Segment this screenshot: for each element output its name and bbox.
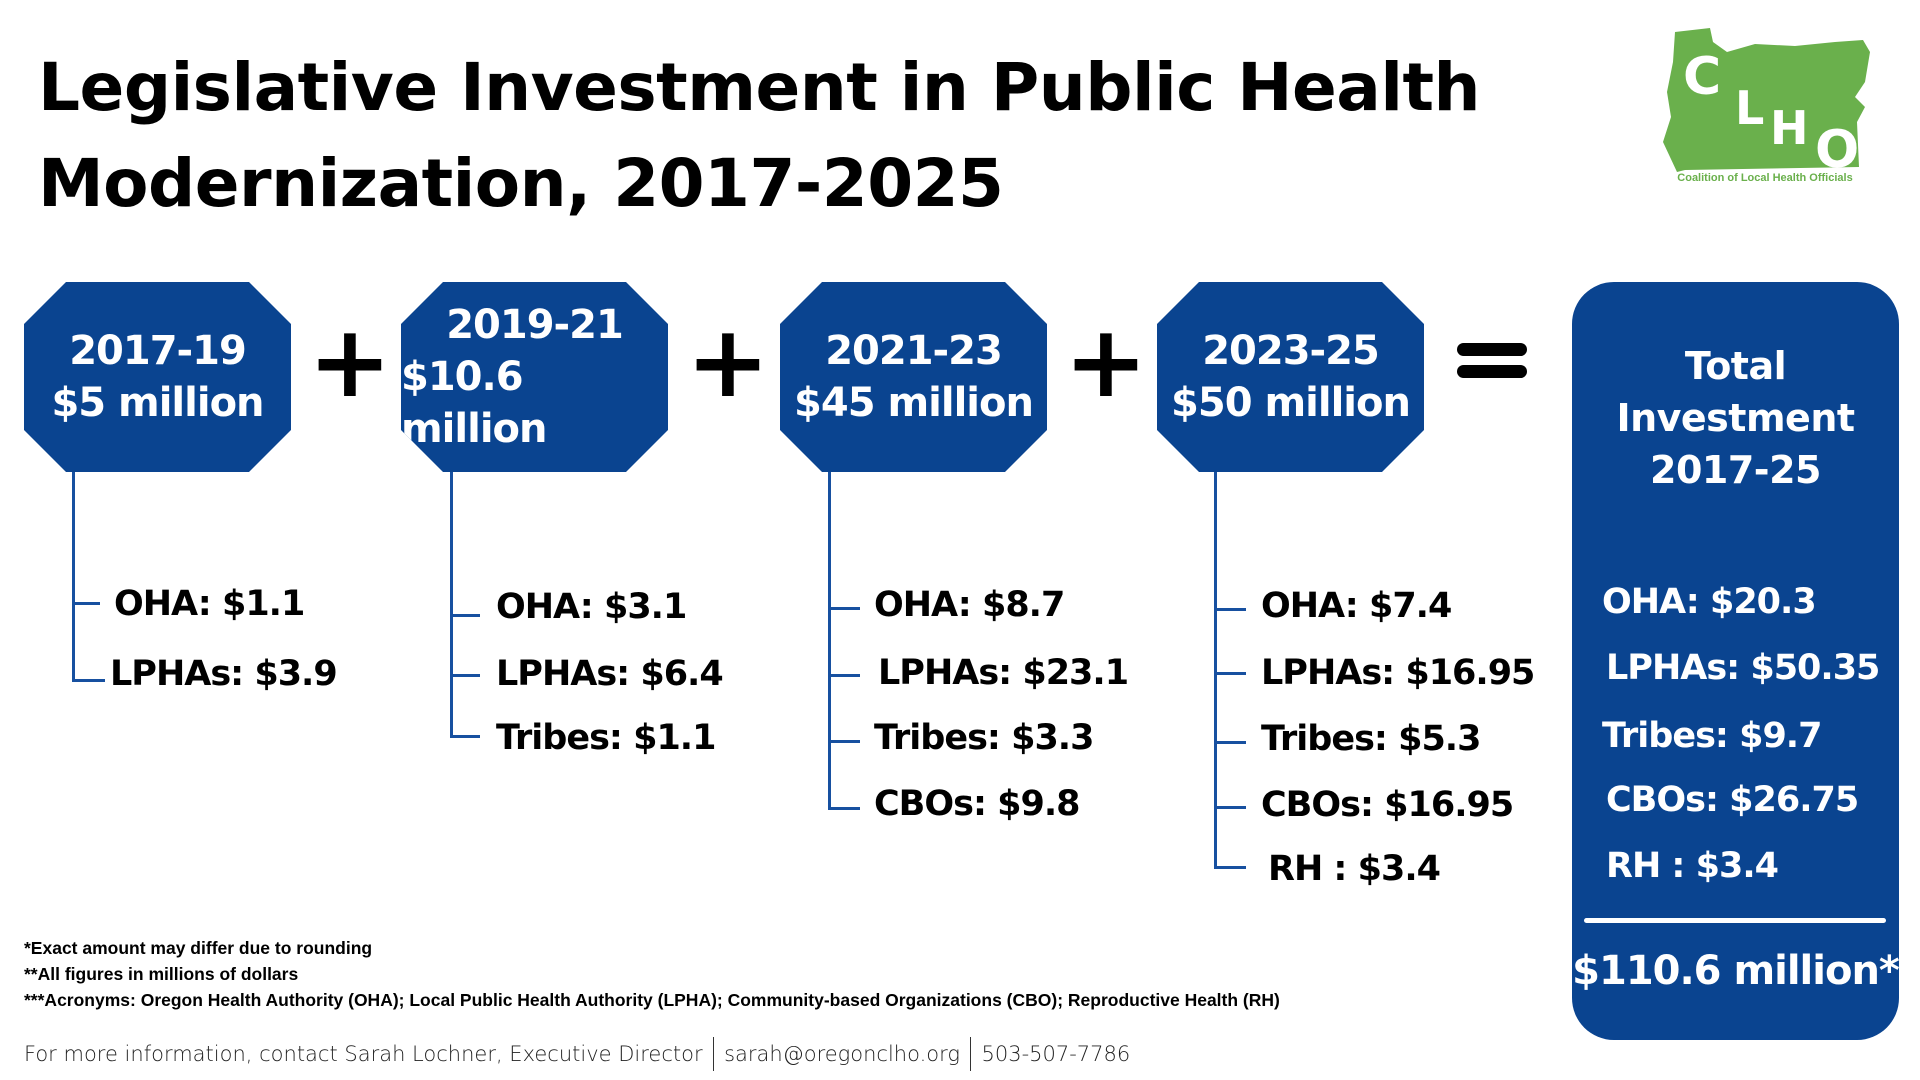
title-line-2: Modernization, 2017-2025 — [38, 145, 1004, 222]
footnote: **All figures in millions of dollars — [24, 964, 299, 984]
breakdown-item: OHA: $8.7 — [874, 585, 1065, 625]
total-divider — [1584, 918, 1886, 923]
tree-branch — [1216, 806, 1246, 809]
period-years: 2017-19 — [69, 328, 247, 374]
period-amount: $10.6 million — [401, 354, 547, 452]
period-amount: $50 million — [1171, 380, 1411, 426]
footnote: ***Acronyms: Oregon Health Authority (OH… — [24, 990, 1280, 1010]
tree-branch — [1216, 608, 1246, 611]
grand-total: $110.6 million* — [1572, 948, 1900, 994]
total-title: Total Investment 2017-25 — [1616, 344, 1855, 492]
logo-tagline: Coalition of Local Health Officials — [1677, 172, 1853, 184]
period-box-2019-21: 2019-21 $10.6 million — [401, 282, 668, 472]
page-title: Legislative Investment in Public Health … — [38, 40, 1538, 232]
equals-icon — [1457, 343, 1527, 383]
period-years: 2023-25 — [1202, 328, 1380, 374]
plus-icon: + — [308, 303, 392, 420]
tree-branch — [72, 602, 100, 605]
contact-text: For more information, contact Sarah Loch… — [24, 1042, 703, 1066]
contact-line: For more information, contact Sarah Loch… — [24, 1036, 1130, 1072]
contact-phone[interactable]: 503-507-7786 — [981, 1042, 1131, 1066]
svg-text:O: O — [1815, 120, 1859, 180]
period-years: 2021-23 — [825, 328, 1003, 374]
plus-icon: + — [686, 303, 770, 420]
tree-branch — [1216, 741, 1246, 744]
breakdown-item: LPHAs: $3.9 — [110, 654, 338, 694]
tree-branch — [450, 614, 480, 617]
tree-line — [72, 472, 75, 682]
period-box-2021-23: 2021-23 $45 million — [780, 282, 1047, 472]
period-amount: $45 million — [794, 380, 1034, 426]
total-investment-box: Total Investment 2017-25 OHA: $20.3 LPHA… — [1572, 282, 1900, 1040]
breakdown-item: CBOs: $9.8 — [874, 784, 1080, 824]
period-box-2023-25: 2023-25 $50 million — [1157, 282, 1424, 472]
breakdown-item: RH : $3.4 — [1268, 849, 1441, 889]
tree-branch — [1214, 866, 1246, 869]
svg-text:L: L — [1735, 81, 1764, 135]
tree-branch — [828, 740, 860, 743]
separator — [712, 1037, 715, 1071]
breakdown-item: CBOs: $16.95 — [1261, 785, 1514, 825]
tree-branch — [828, 807, 860, 810]
breakdown-item: OHA: $7.4 — [1261, 586, 1452, 626]
total-item: LPHAs: $50.35 — [1606, 648, 1880, 688]
oregon-map-icon: C L H O — [1663, 28, 1870, 180]
breakdown-item: Tribes: $5.3 — [1261, 719, 1481, 759]
breakdown-item: LPHAs: $16.95 — [1261, 653, 1535, 693]
tree-branch — [450, 735, 480, 738]
svg-text:C: C — [1683, 47, 1721, 107]
total-item: OHA: $20.3 — [1602, 582, 1817, 622]
total-item: Tribes: $9.7 — [1602, 716, 1822, 756]
total-item: RH : $3.4 — [1606, 846, 1779, 886]
title-line-1: Legislative Investment in Public Health — [38, 49, 1481, 126]
period-amount: $5 million — [51, 380, 264, 426]
tree-line — [450, 472, 453, 738]
contact-email[interactable]: sarah@oregonclho.org — [724, 1042, 960, 1066]
breakdown-item: OHA: $3.1 — [496, 587, 687, 627]
total-item: CBOs: $26.75 — [1606, 780, 1859, 820]
period-box-2017-19: 2017-19 $5 million — [24, 282, 291, 472]
tree-branch — [1216, 672, 1246, 675]
tree-branch — [72, 679, 105, 682]
separator — [969, 1037, 972, 1071]
breakdown-item: LPHAs: $6.4 — [496, 654, 724, 694]
tree-branch — [828, 607, 860, 610]
breakdown-item: LPHAs: $23.1 — [878, 653, 1129, 693]
breakdown-item: Tribes: $3.3 — [874, 718, 1094, 758]
svg-text:H: H — [1770, 101, 1809, 155]
footnote: *Exact amount may differ due to rounding — [24, 938, 373, 958]
tree-branch — [828, 674, 860, 677]
breakdown-item: Tribes: $1.1 — [496, 718, 716, 758]
tree-line — [1214, 472, 1217, 869]
tree-line — [828, 472, 831, 810]
plus-icon: + — [1064, 303, 1148, 420]
period-years: 2019-21 — [446, 302, 624, 348]
clho-logo: C L H O — [1655, 22, 1885, 192]
breakdown-item: OHA: $1.1 — [114, 584, 305, 624]
tree-branch — [450, 674, 480, 677]
